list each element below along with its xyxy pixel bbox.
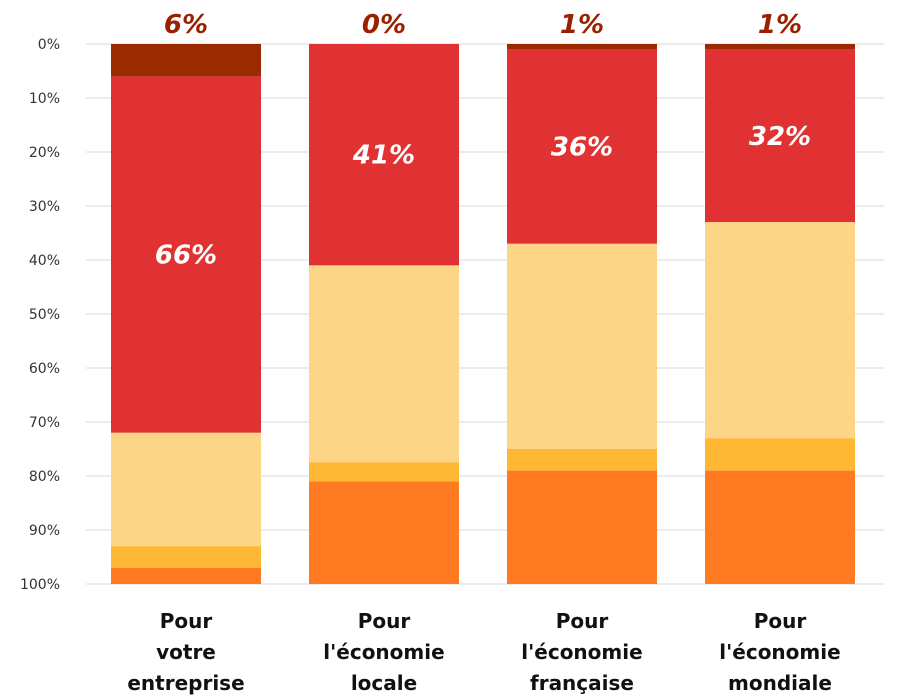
- bar-segment: [309, 481, 459, 584]
- bar-segment: [111, 44, 261, 77]
- y-tick-label: 50%: [29, 307, 60, 323]
- bar-segment: [111, 546, 261, 568]
- bars: [111, 44, 855, 584]
- y-axis-ticks: 0% 10% 20% 30% 40% 50% 60% 70% 80% 90% 100%: [20, 37, 60, 593]
- y-tick-label: 100%: [20, 577, 60, 593]
- bar-segment: [309, 462, 459, 482]
- segment-value-label: 66%: [155, 241, 217, 271]
- category-label: mondiale: [728, 671, 832, 695]
- category-label: locale: [351, 671, 417, 695]
- bar-segment: [705, 470, 855, 584]
- bar-segment: [705, 222, 855, 439]
- y-tick-label: 80%: [29, 469, 60, 485]
- bar-segment: [507, 49, 657, 244]
- category-label: Pour: [754, 609, 807, 633]
- top-value-label: 6%: [164, 10, 208, 40]
- category-label: l'économie: [521, 640, 642, 664]
- y-tick-label: 10%: [29, 91, 60, 107]
- y-tick-label: 20%: [29, 145, 60, 161]
- bar-segment: [705, 49, 855, 223]
- y-tick-label: 0%: [38, 37, 60, 53]
- bar-segment: [507, 470, 657, 584]
- bar-segment: [507, 243, 657, 449]
- y-tick-label: 40%: [29, 253, 60, 269]
- bar-segment: [705, 44, 855, 50]
- category-labels: Pour votre entreprise Pour l'économie locale P…: [127, 609, 840, 695]
- bar-segment: [111, 76, 261, 433]
- y-tick-label: 70%: [29, 415, 60, 431]
- value-labels: 6% 66% 0% 41% 1% 36% 1% 32%: [155, 10, 811, 271]
- category-label: française: [530, 671, 634, 695]
- category-label: Pour: [556, 609, 609, 633]
- category-label: Pour: [160, 609, 213, 633]
- bar-segment: [507, 44, 657, 50]
- top-value-label: 0%: [362, 10, 406, 40]
- segment-value-label: 32%: [749, 122, 811, 152]
- category-label: entreprise: [127, 671, 244, 695]
- bar-segment: [309, 265, 459, 463]
- top-value-label: 1%: [758, 10, 802, 40]
- y-tick-label: 90%: [29, 523, 60, 539]
- bar-segment: [111, 432, 261, 547]
- top-value-label: 1%: [560, 10, 604, 40]
- segment-value-label: 41%: [352, 141, 415, 171]
- category-label: l'économie: [719, 640, 840, 664]
- bar-segment: [309, 44, 459, 266]
- bar-segment: [705, 438, 855, 471]
- y-tick-label: 60%: [29, 361, 60, 377]
- segment-value-label: 36%: [551, 133, 613, 163]
- category-label: votre: [156, 640, 216, 664]
- y-tick-label: 30%: [29, 199, 60, 215]
- category-label: l'économie: [323, 640, 444, 664]
- bar-segment: [507, 449, 657, 471]
- category-label: Pour: [358, 609, 411, 633]
- bar-segment: [111, 567, 261, 584]
